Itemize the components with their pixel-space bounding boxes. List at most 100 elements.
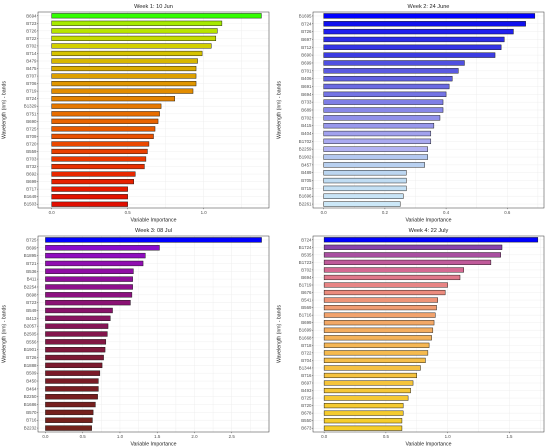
y-tick-label: B715 bbox=[301, 186, 312, 191]
chart-panel-2: Week 2: 24 June B1695 B724 B726 B697 B712 B690… bbox=[277, 4, 545, 224]
bar-B699 bbox=[323, 60, 465, 66]
y-tick-label: B724 bbox=[301, 237, 312, 242]
bar-B699 bbox=[45, 245, 160, 251]
y-tick-label: B694 bbox=[26, 13, 37, 18]
bar-B1888 bbox=[45, 362, 103, 369]
plot-frame bbox=[37, 235, 270, 433]
bar-B725 bbox=[323, 395, 409, 401]
bar-B1902 bbox=[323, 154, 428, 160]
bar-B2505 bbox=[45, 331, 108, 337]
bar-B717 bbox=[51, 186, 128, 192]
bar-B450 bbox=[45, 378, 99, 384]
bar-B694 bbox=[323, 91, 447, 97]
plot-frame bbox=[312, 235, 545, 433]
bar-B702 bbox=[51, 43, 212, 49]
y-tick-label: B723 bbox=[26, 300, 37, 305]
bar-B732 bbox=[51, 163, 145, 170]
x-axis-label: Variable Importance bbox=[130, 442, 176, 448]
bar-B1695 bbox=[323, 13, 536, 19]
y-tick-label: B475 bbox=[26, 66, 37, 71]
bar-B726 bbox=[51, 28, 218, 34]
bar-B1895 bbox=[45, 252, 146, 259]
bar-B716 bbox=[45, 417, 93, 423]
bar-B709 bbox=[51, 133, 154, 139]
x-tick-label: 0.4 bbox=[443, 210, 450, 215]
y-tick-label: B720 bbox=[301, 403, 312, 408]
y-tick-label: B692 bbox=[26, 172, 37, 177]
y-axis-label: Wavelength (nm) - bands bbox=[2, 81, 8, 139]
y-tick-label: B699 bbox=[301, 320, 312, 325]
x-tick-label: 0.6 bbox=[504, 210, 511, 215]
bar-B541 bbox=[323, 297, 438, 303]
bar-B556 bbox=[45, 339, 107, 345]
x-tick-label: 0.0 bbox=[321, 210, 328, 215]
bar-B2250 bbox=[45, 394, 98, 400]
y-tick-label: B1686 bbox=[24, 402, 37, 407]
bar-B704 bbox=[323, 357, 426, 363]
y-tick-label: B721 bbox=[26, 261, 37, 266]
y-tick-label: B701 bbox=[301, 68, 312, 73]
y-tick-label: B724 bbox=[26, 96, 37, 101]
y-tick-label: B489 bbox=[301, 170, 312, 175]
y-tick-label: B751 bbox=[26, 111, 37, 116]
bar-B751 bbox=[51, 111, 160, 117]
bar-B569 bbox=[323, 305, 437, 311]
bar-B550 bbox=[323, 418, 403, 424]
y-tick-label: B1888 bbox=[24, 363, 37, 368]
bar-B724 bbox=[51, 96, 176, 102]
bar-B2261 bbox=[323, 201, 401, 207]
bar-B676 bbox=[323, 289, 446, 296]
y-tick-label: B415 bbox=[301, 123, 312, 128]
x-tick-label: 0.5 bbox=[80, 434, 87, 439]
bars bbox=[323, 237, 539, 431]
y-tick-label: B549 bbox=[26, 308, 37, 313]
y-tick-label: B689 bbox=[301, 108, 312, 113]
y-tick-label: B1724 bbox=[299, 245, 312, 250]
bar-B712 bbox=[323, 44, 502, 50]
bars bbox=[51, 13, 262, 207]
bar-B718 bbox=[323, 342, 430, 348]
panel-title: Week 1: 10 Jun bbox=[134, 4, 173, 10]
bar-B694 bbox=[51, 13, 262, 19]
bar-B549 bbox=[45, 307, 113, 314]
bar-B1329 bbox=[51, 103, 162, 109]
x-tick-label: 0.5 bbox=[125, 210, 132, 215]
y-tick-label: B536 bbox=[26, 269, 37, 274]
y-tick-label: B691 bbox=[301, 84, 312, 89]
bar-B673 bbox=[323, 425, 403, 431]
bar-B464 bbox=[45, 386, 99, 392]
y-tick-label: B457 bbox=[301, 162, 312, 167]
y-tick-label: B2505 bbox=[24, 332, 37, 337]
x-tick-label: 0.0 bbox=[42, 434, 49, 439]
y-axis-label: Wavelength (nm) - bands bbox=[277, 81, 283, 139]
y-tick-label: B1344 bbox=[299, 365, 312, 370]
bar-B535 bbox=[323, 252, 501, 258]
y-tick-label: B406 bbox=[301, 76, 312, 81]
y-tick-label: B569 bbox=[301, 305, 312, 310]
x-tick-label: 1.0 bbox=[201, 210, 208, 215]
y-tick-label: B725 bbox=[26, 126, 37, 131]
y-tick-label: B702 bbox=[301, 115, 312, 120]
bar-B714 bbox=[51, 50, 203, 57]
y-tick-label: B541 bbox=[301, 298, 312, 303]
bar-B722 bbox=[323, 350, 429, 356]
bar-B697 bbox=[323, 36, 505, 43]
y-tick-label: B493 bbox=[301, 388, 312, 393]
bar-B457 bbox=[323, 162, 425, 168]
bar-B721 bbox=[45, 260, 144, 267]
bar-B1723 bbox=[323, 259, 492, 265]
y-tick-label: B723 bbox=[26, 21, 37, 26]
y-tick-label: B722 bbox=[26, 36, 37, 41]
bar-B1344 bbox=[323, 365, 421, 371]
bar-B1716 bbox=[323, 312, 436, 318]
bar-B720 bbox=[51, 141, 150, 147]
y-tick-label: B1902 bbox=[299, 155, 312, 160]
bar-B690 bbox=[51, 118, 159, 124]
bar-B703 bbox=[51, 156, 147, 162]
bar-B479 bbox=[51, 58, 198, 64]
y-tick-label: B714 bbox=[26, 51, 37, 56]
y-tick-label: B725 bbox=[26, 237, 37, 242]
bar-B690 bbox=[323, 52, 496, 58]
y-tick-label: B2250 bbox=[24, 394, 37, 399]
x-axis-label: Variable Importance bbox=[405, 442, 451, 448]
